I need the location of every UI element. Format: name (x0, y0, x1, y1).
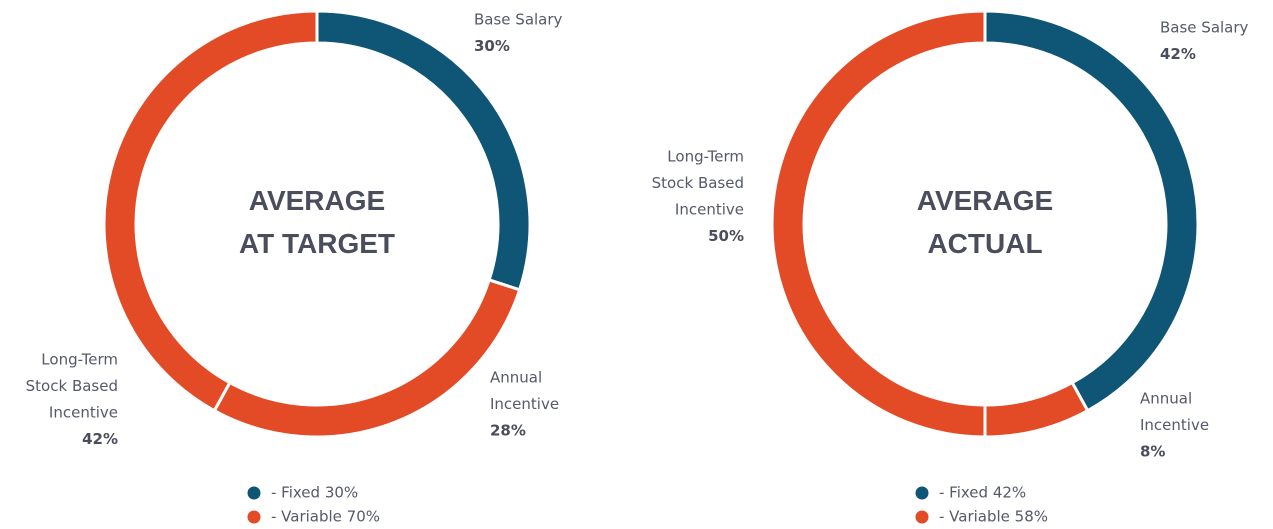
legend-dot (247, 510, 261, 524)
slice-label: Long-Term (41, 351, 118, 369)
donut-slice (212, 278, 522, 439)
slice-label: Long-Term (667, 148, 744, 166)
slice-label: Stock Based (26, 377, 118, 395)
slice-label: Base Salary (1160, 19, 1249, 37)
center-title: AVERAGE (249, 185, 385, 216)
legend-label: - Variable 70% (271, 508, 380, 526)
slice-value: 50% (708, 227, 744, 245)
donut-slice (983, 380, 1090, 439)
slice-value: 28% (490, 422, 526, 440)
legend-dot (247, 486, 261, 500)
slice-label: Base Salary (474, 11, 563, 29)
legend-label: - Fixed 42% (939, 484, 1026, 502)
legend-label: - Variable 58% (939, 508, 1048, 526)
donut-slice (102, 9, 319, 413)
slice-value: 8% (1140, 443, 1165, 461)
center-title: AVERAGE (917, 185, 1053, 216)
slice-label: Annual (1140, 390, 1192, 408)
slice-label: Incentive (490, 395, 559, 413)
slice-value: 42% (1160, 45, 1196, 63)
slice-value: 42% (82, 430, 118, 448)
legend-dot (915, 510, 929, 524)
center-title: ACTUAL (927, 228, 1042, 259)
slice-label: Stock Based (652, 174, 744, 192)
slice-label: Annual (490, 369, 542, 387)
slice-label: Incentive (1140, 416, 1209, 434)
center-title: AT TARGET (239, 228, 395, 259)
slice-label: Incentive (675, 201, 744, 219)
legend-label: - Fixed 30% (271, 484, 358, 502)
donut-slice (770, 9, 987, 439)
slice-label: Incentive (49, 404, 118, 422)
legend-dot (915, 486, 929, 500)
slice-value: 30% (474, 37, 510, 55)
